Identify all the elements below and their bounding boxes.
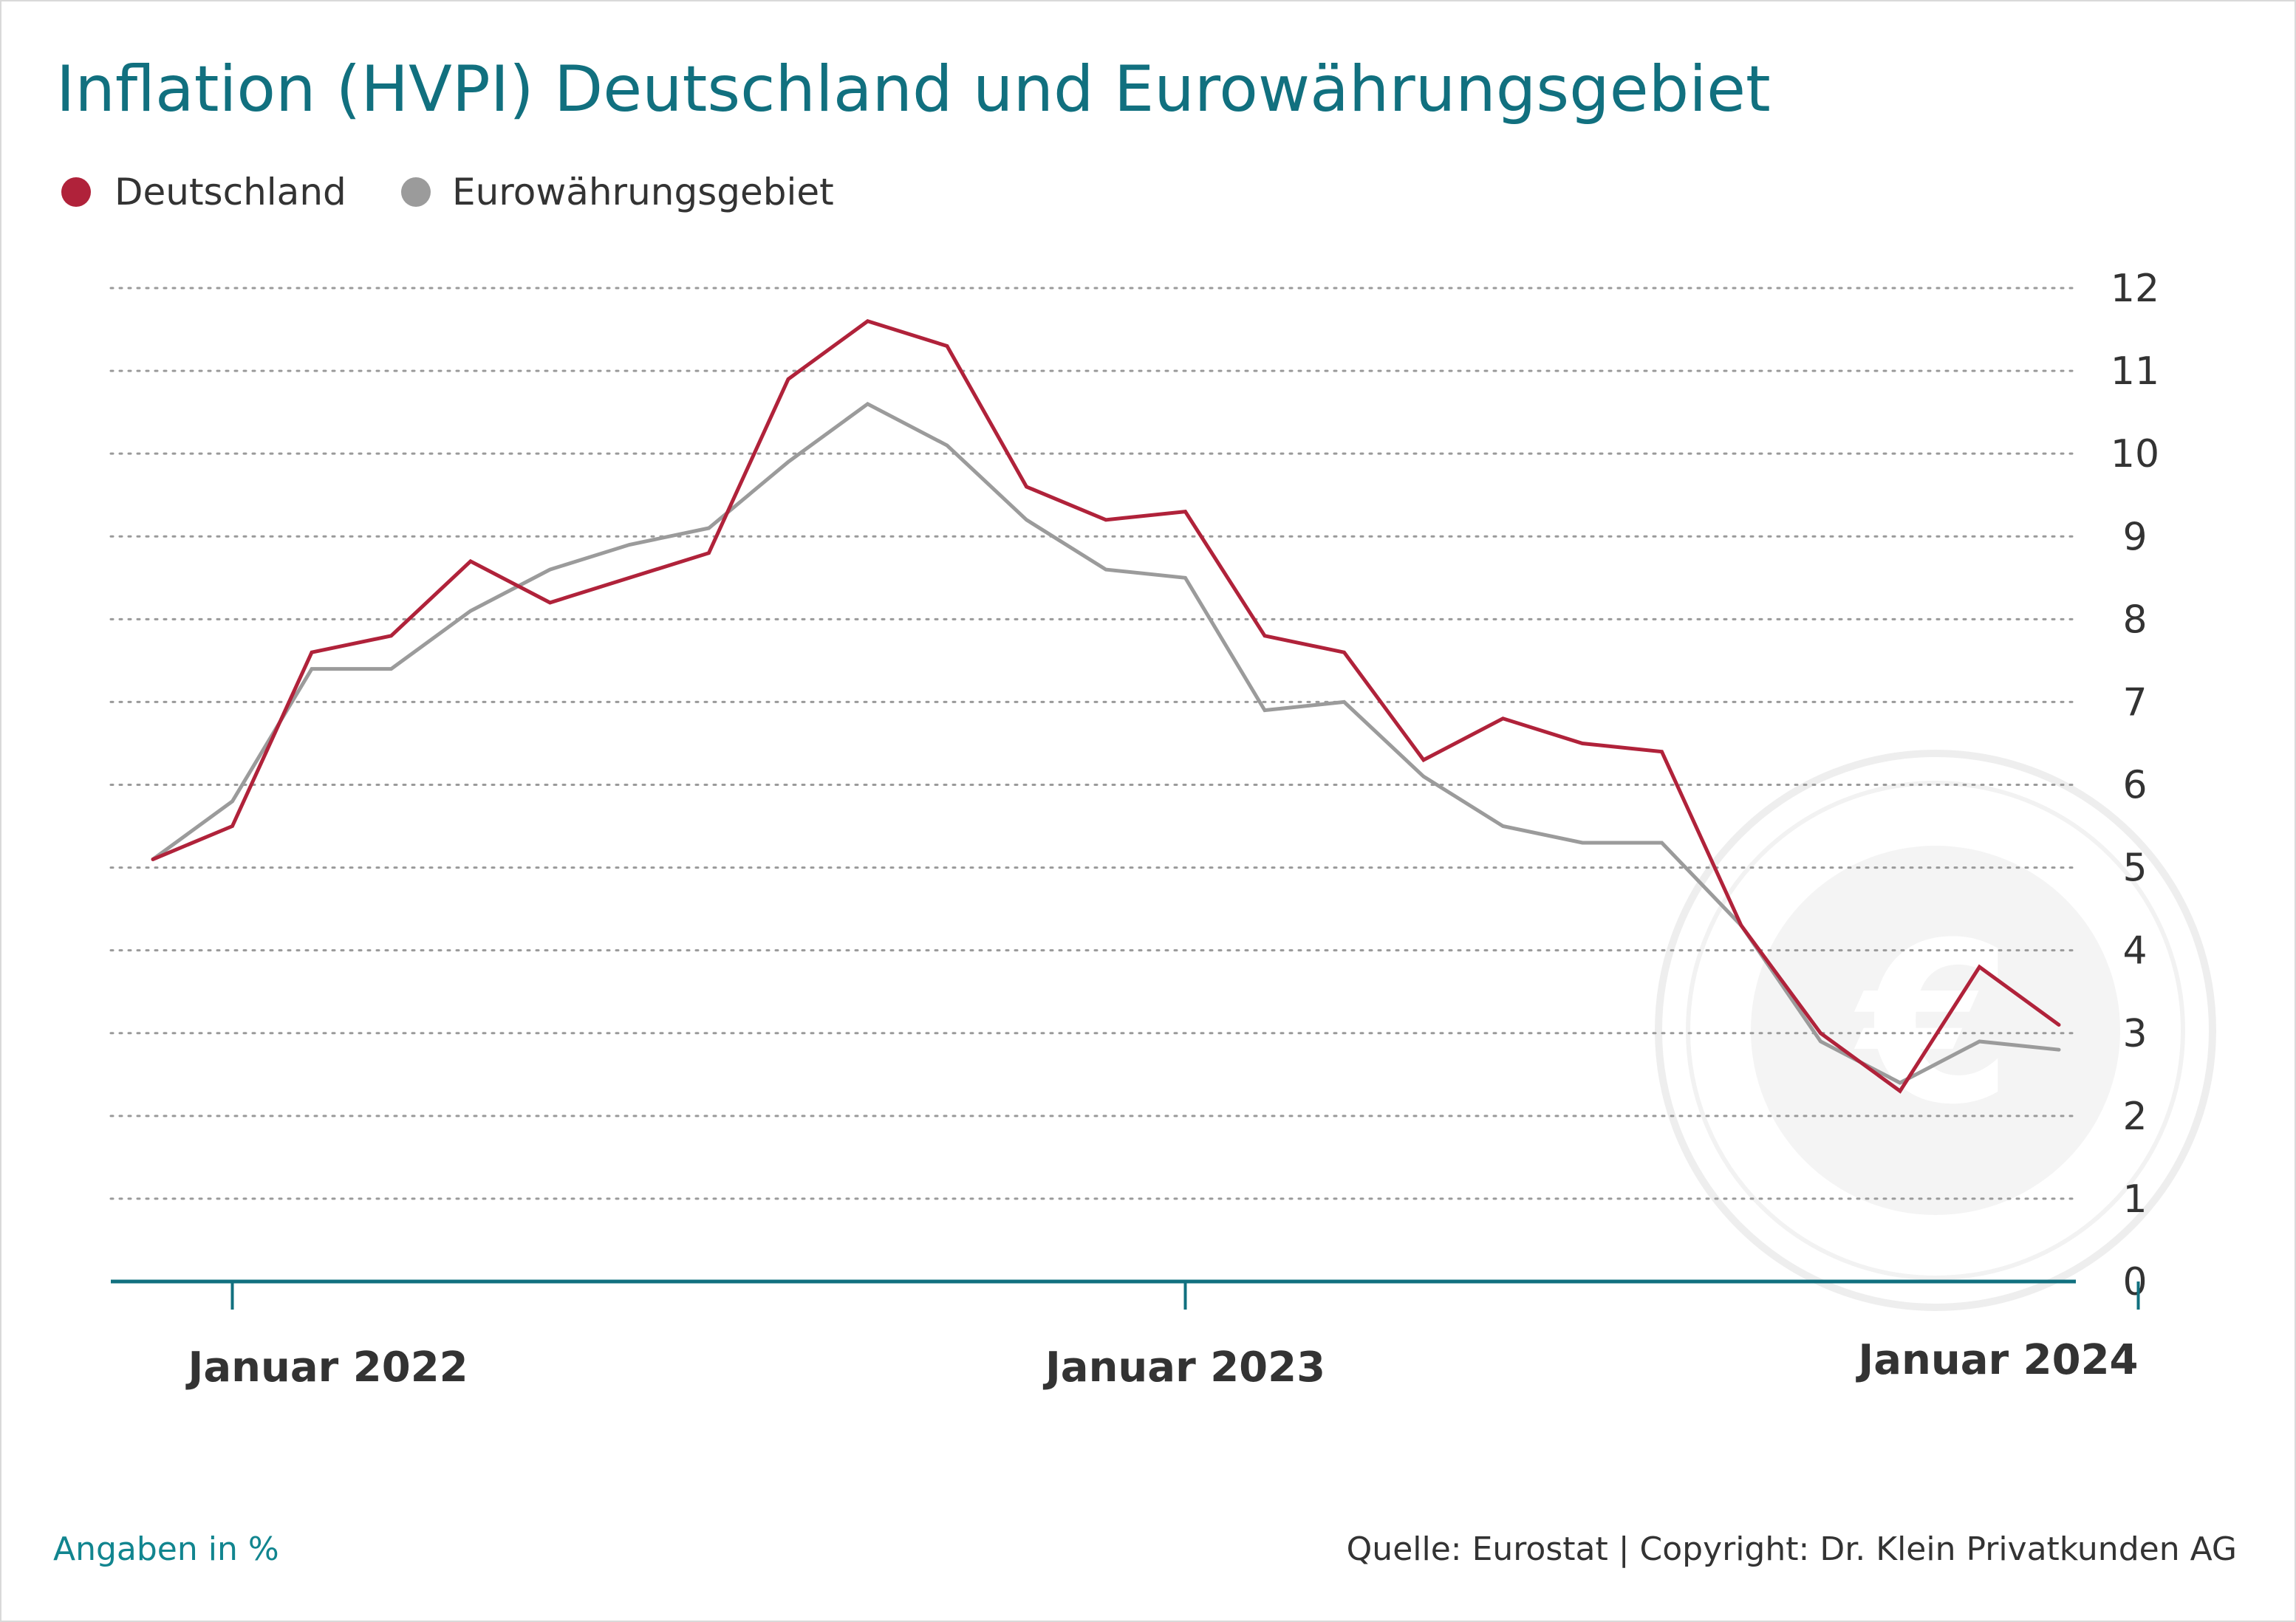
y-tick-label: 3 — [2122, 1012, 2147, 1056]
y-tick-label: 4 — [2122, 929, 2147, 973]
y-tick-label: 11 — [2111, 349, 2159, 394]
x-axis: Januar 2022 Januar 2023 Januar 2024 — [111, 1279, 2140, 1392]
legend-label-deutschland: Deutschland — [115, 171, 346, 213]
y-tick-label: 9 — [2122, 515, 2147, 559]
euro-seal-icon: € — [1655, 750, 2216, 1311]
legend-item-deutschland: Deutschland — [61, 171, 346, 213]
y-tick-label: 8 — [2122, 598, 2147, 642]
x-tick-label: Januar 2022 — [185, 1344, 468, 1392]
y-tick-label: 12 — [2111, 267, 2159, 311]
gridlines — [109, 287, 2077, 1200]
legend-label-eurowaehrungsgebiet: Eurowährungsgebiet — [452, 171, 834, 213]
legend: Deutschland Eurowährungsgebiet — [61, 171, 834, 213]
legend-marker-eurowaehrungsgebiet — [401, 177, 431, 207]
chart-title: Inflation (HVPI) Deutschland und Eurowäh… — [56, 52, 1771, 126]
legend-item-eurowaehrungsgebiet: Eurowährungsgebiet — [401, 171, 834, 213]
y-tick-label: 1 — [2122, 1177, 2147, 1222]
y-tick-label: 2 — [2122, 1095, 2147, 1139]
series-lines — [151, 319, 2061, 1094]
x-tick-label: Januar 2023 — [1042, 1344, 1325, 1392]
y-tick-label: 5 — [2122, 846, 2147, 891]
y-tick-label: 10 — [2111, 432, 2159, 476]
unit-note: Angaben in % — [53, 1530, 279, 1568]
y-tick-label: 6 — [2122, 764, 2147, 808]
source-note: Quelle: Eurostat | Copyright: Dr. Klein … — [1347, 1530, 2237, 1568]
x-tick-label: Januar 2024 — [1855, 1336, 2138, 1384]
svg-text:€: € — [1851, 895, 2012, 1153]
legend-marker-deutschland — [61, 177, 91, 207]
y-tick-label: 0 — [2122, 1260, 2147, 1304]
series-line-deutschland — [151, 319, 2061, 1094]
y-tick-label: 7 — [2122, 680, 2147, 725]
